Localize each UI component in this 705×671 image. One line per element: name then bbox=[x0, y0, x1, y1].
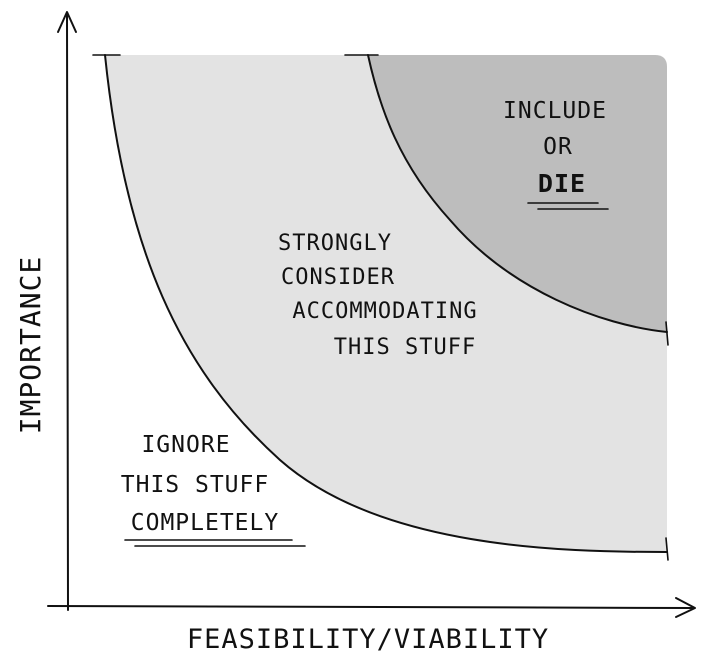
consider-line-2: CONSIDER bbox=[281, 265, 395, 290]
include-line-1: INCLUDE bbox=[503, 98, 607, 124]
y-axis-line bbox=[66, 14, 69, 611]
consider-line-1: STRONGLY bbox=[278, 231, 392, 256]
x-axis-label: FEASIBILITY/VIABILITY bbox=[187, 624, 549, 655]
consider-line-3: ACCOMMODATING bbox=[292, 299, 477, 324]
outer-curve bbox=[104, 54, 668, 553]
ignore-line-3: COMPLETELY bbox=[131, 510, 279, 536]
y-axis-arrow-icon bbox=[57, 11, 77, 33]
ignore-line-2: THIS STUFF bbox=[121, 472, 269, 498]
x-axis-arrow-icon bbox=[675, 597, 696, 618]
inner-curve bbox=[367, 54, 668, 333]
right-tick-outer bbox=[665, 537, 669, 561]
include-zone bbox=[368, 55, 667, 332]
right-tick-inner bbox=[665, 321, 669, 346]
include-line-2: OR bbox=[543, 134, 573, 160]
ignore-line-1: IGNORE bbox=[141, 432, 230, 458]
include-line-3: DIE bbox=[538, 169, 586, 198]
consider-line-4: THIS STUFF bbox=[334, 335, 476, 360]
x-axis-line bbox=[47, 605, 693, 609]
y-axis-label: IMPORTANCE bbox=[14, 256, 47, 435]
